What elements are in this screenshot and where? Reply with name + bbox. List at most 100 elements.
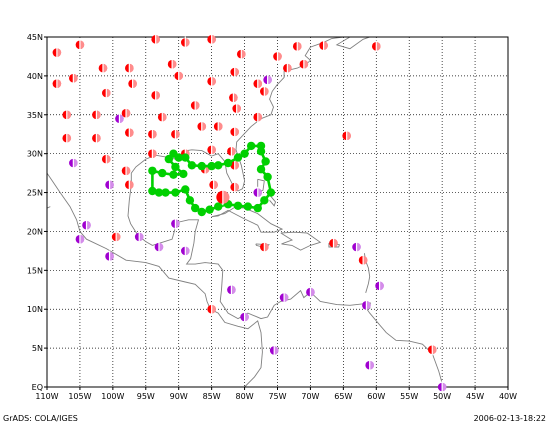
track-point (158, 168, 167, 178)
track-point (261, 157, 270, 166)
storm-symbol-red (148, 147, 157, 160)
track-point (181, 185, 190, 194)
track-point (233, 201, 243, 210)
x-tick-label: 90W (170, 392, 188, 401)
x-tick-label: 60W (367, 392, 385, 401)
storm-symbol-red (121, 164, 131, 177)
coastline-segment (269, 196, 277, 207)
storm-symbol-red (197, 120, 207, 133)
y-tick-label: EQ (32, 383, 43, 392)
coastline-segment (47, 206, 51, 209)
track-point (256, 165, 266, 174)
storm-symbol-red (427, 343, 437, 356)
track-point (164, 154, 174, 164)
storm-symbol-red (125, 178, 134, 191)
coastline (47, 37, 443, 387)
x-tick-label: 75W (268, 392, 286, 401)
x-tick-label: 40W (499, 392, 517, 401)
storm-symbol-red (52, 77, 62, 90)
storm-symbol-red (207, 33, 216, 46)
storm-symbol-purple (352, 241, 361, 253)
storm-symbol-red (230, 181, 239, 193)
x-tick-label: 45W (466, 392, 484, 401)
storm-symbol-red (92, 132, 101, 144)
storm-symbol-red (319, 39, 328, 52)
track-point (190, 203, 200, 213)
storm-symbol-red (213, 120, 223, 133)
x-tick-label: 110W (35, 392, 58, 401)
storm-symbol-red (292, 40, 302, 53)
storm-symbol-red (329, 237, 338, 249)
coastline-segment (211, 206, 284, 233)
track-point (154, 188, 164, 197)
storm-symbol-red (229, 91, 238, 104)
storm-symbol-red (299, 58, 309, 71)
storm-symbol-red (157, 111, 167, 123)
storm-symbol-red (101, 153, 111, 165)
storm-symbol-red (174, 70, 184, 82)
storm-symbol-red (125, 126, 134, 139)
storm-symbol-red (236, 48, 246, 60)
y-tick-label: 35N (27, 111, 43, 120)
storm-symbol-purple (263, 73, 272, 86)
storm-symbol-red (52, 46, 62, 59)
x-tick-label: 55W (400, 392, 418, 401)
storm-symbol-red (69, 72, 78, 85)
track-point (266, 188, 276, 197)
storm-symbols (52, 33, 447, 393)
storm-symbol-red (181, 36, 190, 49)
storm-symbol-purple (181, 245, 190, 257)
x-tick-label: 100W (101, 392, 124, 401)
storm-symbol-red (230, 126, 239, 138)
storm-symbol-purple (75, 233, 85, 246)
storm-symbol-red (232, 102, 241, 115)
track-point (181, 153, 190, 162)
storm-symbol-red (207, 303, 216, 316)
storm-symbol-red (260, 85, 269, 98)
storm-symbol-red (227, 145, 236, 158)
track-point (214, 161, 223, 170)
x-tick-label: 65W (334, 392, 352, 401)
track-point (260, 196, 269, 205)
storm-symbol-purple (362, 299, 371, 312)
storm-symbol-red (273, 50, 282, 63)
storm-symbol-red (151, 89, 160, 102)
x-tick-label: 80W (236, 392, 254, 401)
track-point (148, 186, 157, 196)
coastline-segment (331, 37, 372, 50)
track-point (207, 161, 216, 171)
x-tick-label: 95W (137, 392, 155, 401)
track-point (197, 207, 206, 217)
y-tick-label: 30N (27, 150, 43, 159)
storm-symbol-red (92, 108, 101, 121)
storm-symbol-red (207, 143, 216, 156)
storm-symbol-red (171, 128, 180, 141)
track-point (179, 169, 188, 179)
storm-symbol-red (151, 33, 160, 46)
storm-symbol-purple (437, 381, 447, 393)
storm-symbol-red (283, 62, 292, 74)
storm-symbol-purple (269, 344, 279, 357)
lat-lon-grid (47, 37, 508, 387)
storm-symbol-purple (82, 219, 91, 232)
track-point (253, 203, 262, 213)
storm-symbol-purple (134, 231, 144, 243)
storm-symbol-purple (69, 157, 78, 169)
storm-symbol-red (260, 241, 269, 253)
storm-symbol-purple (375, 280, 384, 292)
track-point (223, 158, 233, 168)
storm-symbol-red (125, 62, 134, 74)
timestamp: 2006-02-13-18:22 (473, 414, 546, 423)
track-point (214, 202, 223, 211)
track-point (174, 153, 183, 162)
x-axis-ticks: 110W 105W 100W 95W 90W 85W 80W 75W 70W 65W 60W 55W 5… (35, 387, 517, 401)
storm-symbol-red (253, 111, 263, 123)
x-tick-label: 50W (433, 392, 451, 401)
storm-symbol-red (190, 99, 200, 112)
x-tick-label: 70W (301, 392, 319, 401)
y-tick-label: 25N (27, 189, 43, 198)
coastline-segment (47, 172, 81, 232)
storm-symbol-red (62, 132, 72, 144)
current-storm-position (216, 189, 230, 206)
storm-symbol-red (148, 128, 157, 141)
